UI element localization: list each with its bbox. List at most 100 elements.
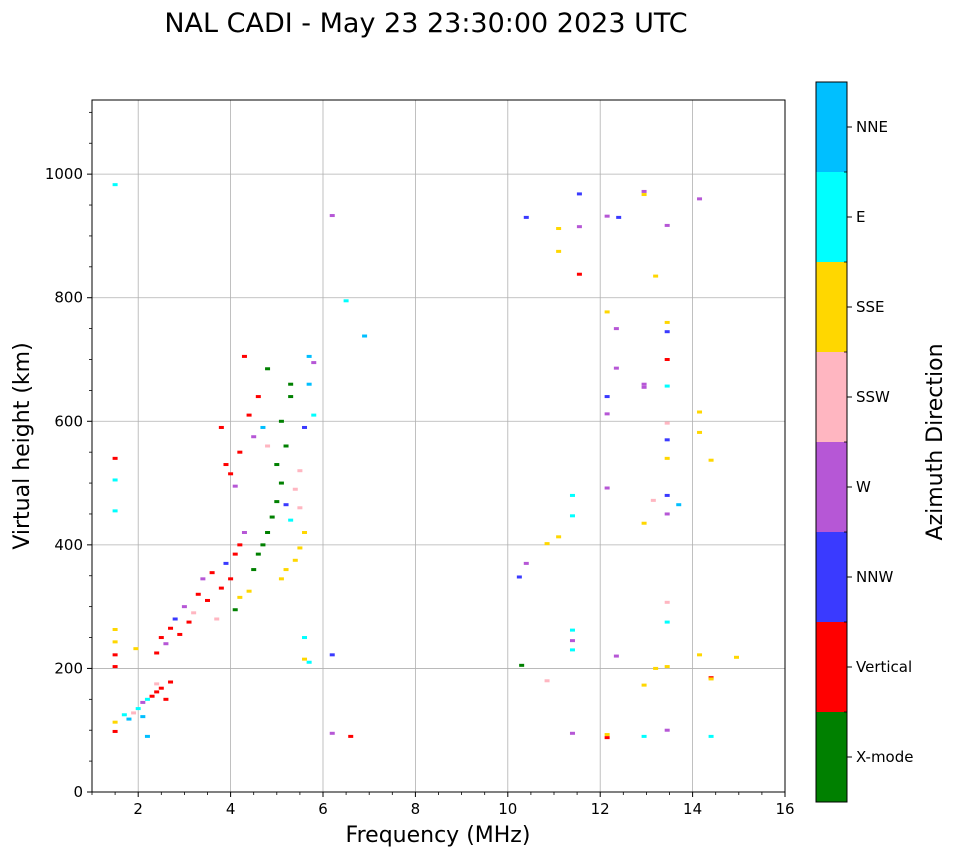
echo-point	[329, 653, 335, 657]
echo-point	[292, 558, 298, 562]
echo-point	[302, 636, 308, 640]
echo-point	[112, 665, 118, 669]
echo-point	[200, 577, 206, 581]
echo-point	[144, 697, 150, 701]
echo-point	[697, 653, 703, 657]
axis-ticks: 2 4 6 8 10 12 14 16 0 200 400 600 800 1000	[45, 111, 795, 818]
echo-point	[246, 589, 252, 593]
echo-point	[149, 694, 155, 698]
colorbar-tick-label: SSW	[856, 388, 890, 406]
echo-point	[158, 686, 164, 690]
echo-point	[653, 274, 659, 278]
echo-point	[653, 666, 659, 670]
echo-point	[697, 410, 703, 414]
echo-point	[544, 542, 550, 546]
echo-point	[292, 487, 298, 491]
colorbar-segment	[816, 352, 847, 442]
echo-point	[232, 552, 238, 556]
echo-point	[544, 679, 550, 683]
colorbar-tick-label: SSE	[856, 298, 885, 316]
echo-point	[664, 620, 670, 624]
x-tick-label: 8	[411, 800, 421, 818]
echo-point	[708, 734, 714, 738]
echo-point	[641, 385, 647, 389]
echo-point	[604, 310, 610, 314]
echo-point	[255, 552, 261, 556]
colorbar-segment	[816, 622, 847, 712]
echo-point	[664, 493, 670, 497]
y-tick-label: 400	[54, 536, 83, 554]
echo-point	[181, 605, 187, 609]
echo-point	[241, 531, 247, 534]
x-tick-label: 6	[318, 800, 328, 818]
colorbar-segment	[816, 532, 847, 622]
echo-point	[708, 677, 714, 681]
echo-point	[664, 384, 670, 388]
echo-point	[664, 456, 670, 460]
echo-point	[269, 515, 275, 519]
echo-point	[523, 215, 529, 219]
echo-point	[556, 249, 562, 253]
echo-point	[297, 506, 303, 510]
echo-point	[135, 707, 141, 711]
echo-point	[112, 729, 118, 733]
echo-point	[302, 657, 308, 661]
echo-point	[329, 731, 335, 735]
echo-point	[641, 382, 647, 386]
echo-point	[255, 395, 261, 399]
echo-point	[302, 425, 308, 429]
echo-point	[121, 713, 127, 717]
echo-point	[177, 632, 183, 636]
echo-point	[311, 361, 317, 365]
echo-point	[195, 592, 201, 596]
echo-point	[604, 412, 610, 416]
echo-point	[664, 728, 670, 732]
echo-point	[697, 197, 703, 201]
echo-point	[246, 413, 252, 417]
echo-point	[163, 642, 169, 646]
colorbar: X-mode Vertical NNW W SSW SSE E NNE	[815, 81, 913, 803]
echo-point	[569, 514, 575, 518]
echo-point	[641, 521, 647, 525]
echo-point	[223, 463, 229, 467]
x-axis-label: Frequency (MHz)	[346, 823, 531, 848]
echo-point	[278, 577, 284, 581]
echo-point	[556, 227, 562, 231]
echo-point	[664, 358, 670, 361]
echo-point	[664, 421, 670, 425]
echo-point	[641, 683, 647, 687]
echo-point	[241, 354, 247, 358]
colorbar-segment	[816, 712, 847, 802]
echo-point	[516, 575, 522, 579]
echo-point	[140, 700, 146, 704]
echo-point	[260, 543, 266, 547]
echo-point	[223, 561, 229, 565]
echo-point	[228, 472, 234, 476]
echo-point	[302, 531, 308, 534]
echo-point	[168, 680, 174, 684]
echo-point	[362, 334, 368, 338]
echo-point	[664, 223, 670, 227]
echo-point	[556, 535, 562, 539]
colorbar-frame	[815, 81, 848, 803]
echo-point	[218, 425, 224, 429]
grid-lines	[92, 100, 785, 792]
echo-point	[265, 531, 271, 534]
echo-point	[576, 225, 582, 229]
echo-point	[140, 715, 146, 719]
y-tick-label: 200	[54, 659, 83, 677]
echo-point	[112, 653, 118, 657]
x-tick-label: 2	[133, 800, 143, 818]
echo-point	[569, 639, 575, 643]
echo-point	[306, 382, 312, 386]
echo-point	[214, 617, 220, 621]
echo-point	[288, 518, 294, 522]
echo-point	[237, 450, 243, 454]
echo-point	[641, 734, 647, 738]
echo-point	[112, 478, 118, 482]
echo-point	[237, 543, 243, 547]
plot-area-frame	[91, 99, 786, 793]
echo-point	[265, 444, 271, 448]
echo-point	[708, 458, 714, 462]
